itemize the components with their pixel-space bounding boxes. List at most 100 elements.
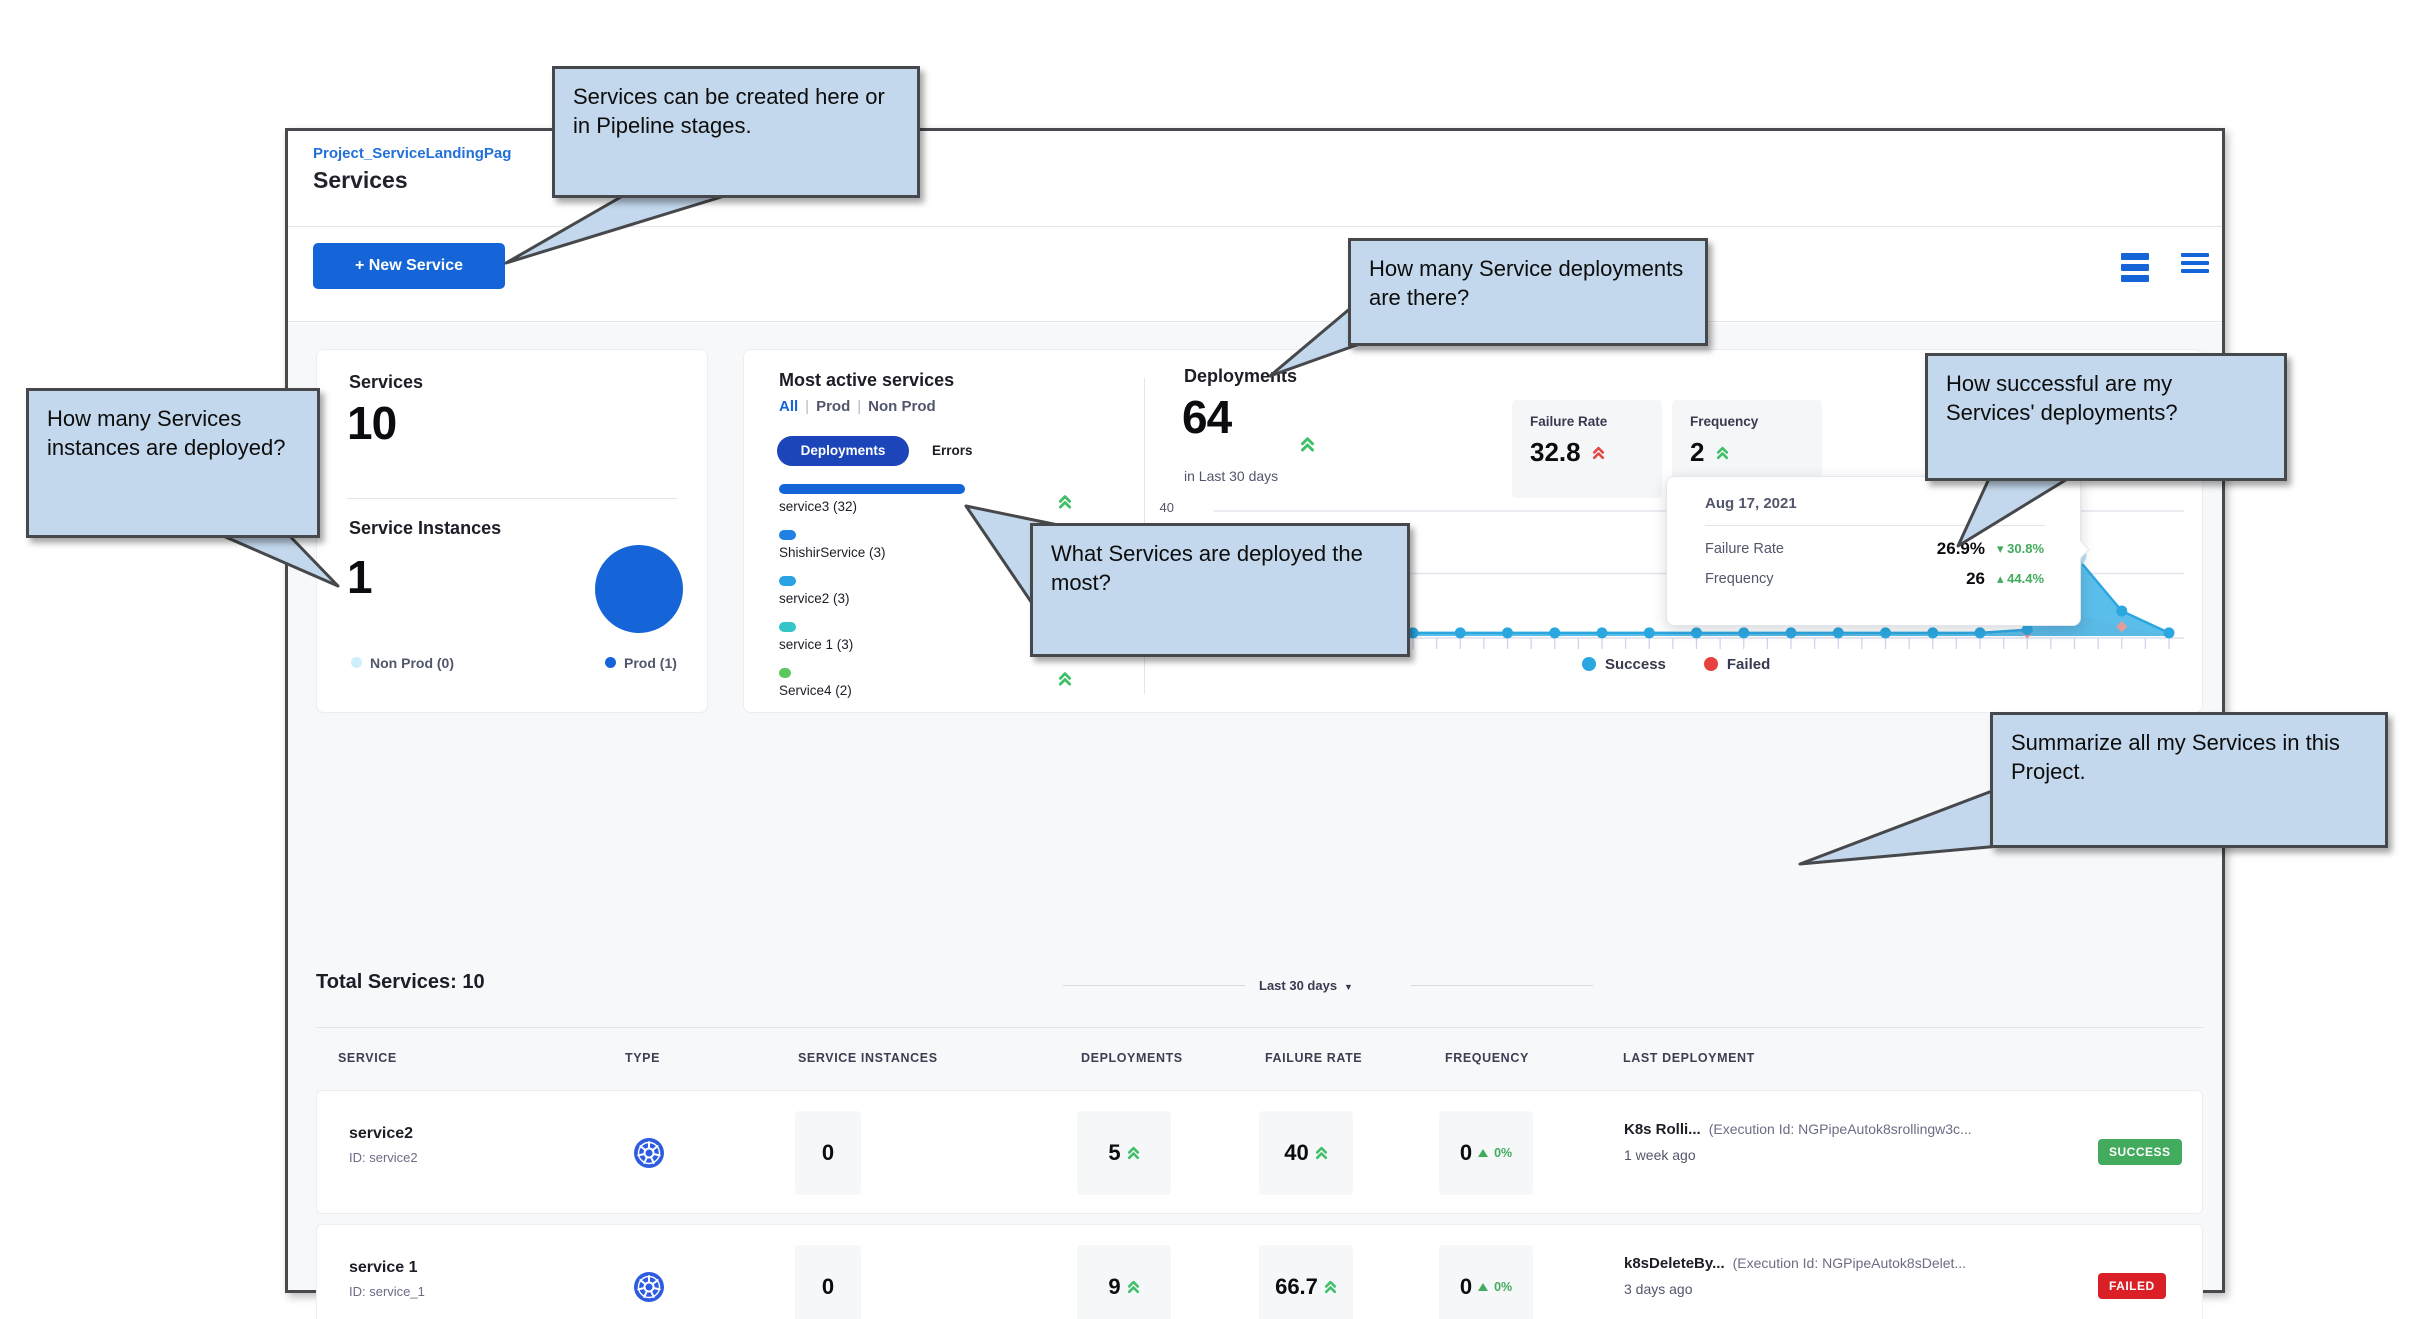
tab-deployments[interactable]: Deployments [777, 436, 909, 466]
services-summary-card: Services 10 Service Instances 1 Non Prod… [316, 349, 708, 713]
service-name: service2 [349, 1125, 414, 1142]
deployment-time: 1 week ago [1624, 1147, 1696, 1163]
status-badge: SUCCESS [2098, 1139, 2182, 1165]
tooltip-row-delta: ▾ 30.8% [1997, 541, 2045, 556]
col-service[interactable]: SERVICE [338, 1051, 397, 1065]
service-activity-label: Service4 (2) [779, 683, 852, 698]
legend-success[interactable]: Success [1582, 656, 1666, 674]
service-instances-label: Service Instances [349, 518, 502, 538]
services-dashboard-window: Project_ServiceLandingPag Services + New… [285, 128, 2225, 1319]
service-activity-bar[interactable] [779, 576, 797, 586]
service-instances-value: 1 [347, 551, 373, 603]
frequency-label: Frequency [1690, 414, 1759, 429]
active-services-bar-list: service3 (32) ShishirService (3) service2 … [779, 484, 1079, 714]
service-activity-bar[interactable] [779, 484, 965, 494]
callout-successful: How successful are my Services' deployme… [1925, 353, 2287, 481]
triangle-up-icon: ▴ [1997, 571, 2008, 586]
service-activity-label: ShishirService (3) [779, 545, 886, 560]
trend-up-icon [1058, 495, 1072, 509]
toolbar-divider [288, 321, 2222, 322]
service-activity-label: service 1 (3) [779, 637, 854, 652]
col-frequency[interactable]: FREQUENCY [1445, 1051, 1529, 1065]
service-id: ID: service_1 [349, 1284, 425, 1299]
last-deployment-cell: k8sDeleteBy... (Execution Id: NGPipeAutok… [1624, 1255, 1966, 1297]
prod-dot-icon [605, 657, 616, 669]
tooltip-row-value: 26.9% [1936, 539, 1985, 558]
list-view-icon[interactable] [2181, 253, 2209, 282]
trend-up-icon [1315, 1146, 1327, 1159]
chart-tooltip: Aug 17, 2021 Failure Rate 26.9% ▾ 30.8% … [1666, 476, 2090, 626]
legend-item-prod[interactable]: Prod (1) [605, 654, 677, 672]
callout-most-deployed: What Services are deployed the most? [1030, 523, 1410, 657]
service-activity-bar[interactable] [779, 622, 797, 632]
trend-up-icon [1592, 446, 1604, 460]
col-service-instances[interactable]: SERVICE INSTANCES [798, 1051, 938, 1065]
time-range-selector[interactable]: Last 30 days ▼ [1063, 973, 1593, 999]
card-view-icon[interactable] [2121, 253, 2149, 291]
deployments-period: in Last 30 days [1184, 468, 1279, 484]
chart-legend: Success Failed [1582, 656, 1770, 674]
trend-up-icon [1127, 1280, 1139, 1293]
service-activity-label: service3 (32) [779, 499, 858, 514]
failure-rate-value: 32.8 [1530, 437, 1581, 467]
frequency-cell: 0 0% [1439, 1245, 1533, 1319]
status-badge: FAILED [2098, 1273, 2166, 1299]
service-name: service 1 [349, 1259, 418, 1276]
instances-pie-chart[interactable] [595, 545, 683, 633]
table-top-divider [316, 1027, 2203, 1028]
last-deployment-cell: K8s Rolli... (Execution Id: NGPipeAutok8s… [1624, 1121, 1972, 1163]
pipeline-name[interactable]: k8sDeleteBy... [1624, 1255, 1725, 1272]
col-type[interactable]: TYPE [625, 1051, 661, 1065]
failure-rate-stat: Failure Rate 32.8 [1512, 400, 1662, 498]
table-header-row: SERVICE TYPE SERVICE INSTANCES DEPLOYMEN… [316, 1051, 2203, 1081]
callout-instances: How many Services instances are deployed… [26, 388, 320, 538]
service-type [632, 1270, 666, 1309]
triangle-down-icon: ▾ [1997, 541, 2008, 556]
service-activity-bar[interactable] [779, 668, 791, 678]
legend-item-nonprod[interactable]: Non Prod (0) [351, 654, 454, 672]
page-title: Services [313, 167, 408, 193]
execution-id: (Execution Id: NGPipeAutok8srollingw3c..… [1708, 1121, 1972, 1137]
service-activity-bar[interactable] [779, 530, 797, 540]
new-service-button[interactable]: + New Service [313, 243, 505, 289]
tooltip-row-value: 26 [1966, 569, 1985, 588]
deployment-time: 3 days ago [1624, 1281, 1693, 1297]
trend-up-icon [1716, 446, 1728, 460]
table-row[interactable]: service 1 ID: service_1 0 9 66.7 0 0% k8sDelete… [316, 1224, 2203, 1319]
card-divider [347, 498, 677, 499]
nonprod-dot-icon [351, 657, 362, 669]
service-activity-item[interactable]: Service4 (2) [779, 668, 1079, 698]
col-deployments[interactable]: DEPLOYMENTS [1081, 1051, 1183, 1065]
col-failure-rate[interactable]: FAILURE RATE [1265, 1051, 1363, 1065]
service-activity-item[interactable]: service 1 (3) [779, 622, 1079, 652]
most-active-title: Most active services [779, 370, 955, 390]
tab-errors[interactable]: Errors [932, 443, 973, 458]
pipeline-name[interactable]: K8s Rolli... [1624, 1121, 1701, 1138]
col-last-deployment[interactable]: LAST DEPLOYMENT [1623, 1051, 1755, 1065]
instances-cell: 0 [795, 1111, 861, 1195]
tooltip-row-label: Frequency [1705, 571, 1774, 587]
deployments-cell: 5 [1077, 1111, 1171, 1195]
frequency-value: 2 [1690, 437, 1705, 467]
service-activity-item[interactable]: service3 (32) [779, 484, 1079, 514]
table-row[interactable]: service2 ID: service2 0 5 40 0 0% K8s Rolli... (… [316, 1090, 2203, 1214]
filter-prod[interactable]: Prod [816, 398, 851, 415]
success-dot-icon [1582, 657, 1596, 671]
services-count-label: Services [349, 372, 424, 392]
service-activity-item[interactable]: service2 (3) [779, 576, 1079, 606]
deployments-title: Deployments [1184, 366, 1298, 386]
legend-failed[interactable]: Failed [1703, 656, 1770, 674]
service-activity-item[interactable]: ShishirService (3) [779, 530, 1079, 560]
execution-id: (Execution Id: NGPipeAutok8sDelet... [1732, 1255, 1967, 1271]
kubernetes-icon [634, 1272, 664, 1302]
deployments-cell: 9 [1077, 1245, 1171, 1319]
filter-nonprod[interactable]: Non Prod [868, 398, 936, 415]
filter-all[interactable]: All [779, 398, 799, 415]
failure-rate-cell: 40 [1259, 1111, 1353, 1195]
breadcrumb[interactable]: Project_ServiceLandingPag [313, 145, 512, 162]
callout-create-service: Services can be created here or in Pipel… [552, 66, 920, 198]
frequency-cell: 0 0% [1439, 1111, 1533, 1195]
caret-down-icon: ▼ [1344, 982, 1353, 992]
service-id: ID: service2 [349, 1150, 418, 1165]
tooltip-row-label: Failure Rate [1705, 541, 1784, 557]
